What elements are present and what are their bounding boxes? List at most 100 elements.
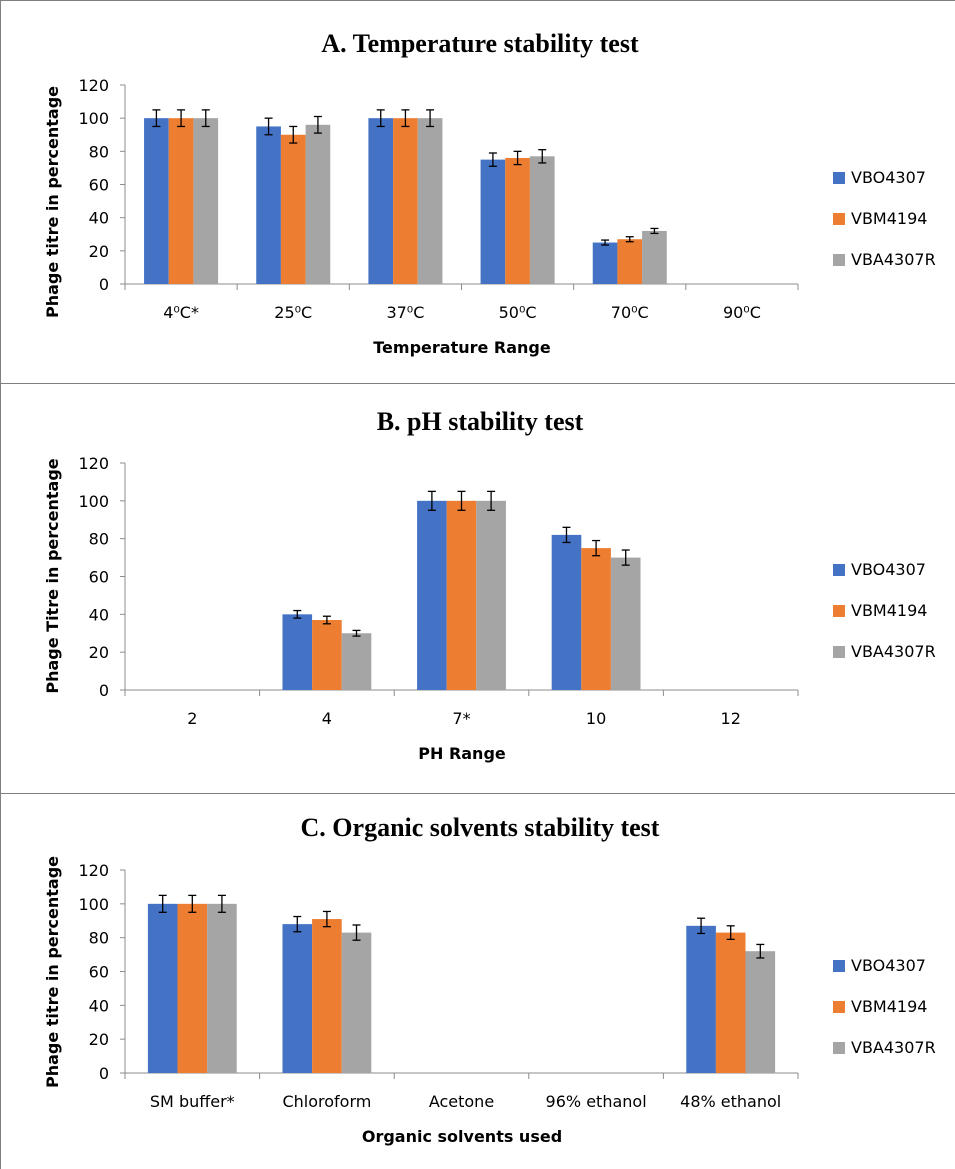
y-tick-label: 40: [89, 996, 109, 1015]
bar: [368, 118, 394, 285]
chart-title: A. Temperature stability test: [321, 29, 639, 58]
x-tick-label: 50⁰C: [499, 303, 537, 322]
bar: [256, 126, 281, 284]
y-tick-label: 0: [99, 1064, 109, 1083]
bar: [446, 500, 477, 690]
bar: [144, 118, 169, 285]
x-tick-label: 4: [322, 709, 332, 728]
x-tick-label: 48% ethanol: [680, 1092, 781, 1111]
bar: [207, 903, 237, 1073]
y-tick-label: 80: [89, 530, 109, 549]
x-tick-label: Acetone: [429, 1092, 494, 1111]
legend-swatch: [833, 646, 845, 658]
panel-temperature: A. Temperature stability test Phage titr…: [0, 0, 955, 384]
bar: [282, 924, 313, 1073]
y-tick-label: 60: [89, 176, 109, 195]
x-tick-label: 25⁰C: [274, 303, 312, 322]
bar: [610, 557, 641, 690]
panel-solvents: C. Organic solvents stability test Phage…: [0, 793, 955, 1169]
x-axis-label: PH Range: [418, 744, 506, 763]
bar: [341, 932, 372, 1073]
bar: [745, 951, 776, 1073]
plot-area: 0 20 40 60 80 100 120 SM buffer* Chloroform Aceto…: [78, 861, 799, 1111]
bar: [168, 118, 194, 285]
bar: [417, 118, 443, 285]
bar: [581, 548, 611, 690]
plot-area: 0 20 40 60 80 100 120 2 4 7* 10 12: [78, 454, 799, 728]
y-tick-label: 40: [89, 605, 109, 624]
legend-swatch: [833, 564, 845, 576]
bar: [505, 157, 530, 284]
bar: [480, 159, 506, 284]
bar: [476, 500, 506, 690]
legend: VBO4307 VBM4194 VBA4307R: [833, 560, 936, 661]
bar: [642, 230, 667, 284]
x-tick-label: 96% ethanol: [546, 1092, 647, 1111]
x-tick-label: 10: [586, 709, 606, 728]
x-tick-label: 37⁰C: [386, 303, 424, 322]
legend-label: VBM4194: [851, 997, 927, 1016]
legend-swatch: [833, 960, 845, 972]
bar: [551, 534, 582, 690]
bar: [592, 242, 618, 284]
y-tick-label: 100: [78, 109, 109, 128]
bar: [177, 903, 208, 1073]
x-tick-label: 12: [721, 709, 741, 728]
y-tick-label: 120: [78, 861, 109, 880]
bar: [305, 124, 331, 284]
y-tick-label: 120: [78, 454, 109, 473]
legend-label: VBA4307R: [851, 642, 936, 661]
y-tick-label: 100: [78, 492, 109, 511]
bar: [417, 500, 447, 690]
bar: [715, 932, 746, 1073]
x-tick-label: 70⁰C: [611, 303, 649, 322]
bar: [393, 118, 418, 285]
legend-swatch: [833, 172, 845, 184]
legend-swatch: [833, 605, 845, 617]
legend-label: VBO4307: [851, 956, 926, 975]
chart-title: C. Organic solvents stability test: [301, 813, 660, 842]
y-tick-label: 60: [89, 568, 109, 587]
bar: [147, 903, 178, 1073]
y-tick-label: 120: [78, 76, 109, 95]
y-tick-label: 40: [89, 209, 109, 228]
plot-area: 0 20 40 60 80 100 120 4⁰C* 25⁰C 37⁰C 50⁰C 70⁰C 90⁰C: [78, 76, 799, 322]
legend-label: VBO4307: [851, 560, 926, 579]
bar: [686, 925, 716, 1073]
y-axis-label: Phage titre in percentage: [43, 856, 62, 1088]
bar: [312, 919, 342, 1073]
x-tick-label: 2: [187, 709, 197, 728]
bar: [341, 633, 372, 690]
legend-label: VBA4307R: [851, 250, 936, 269]
y-tick-label: 80: [89, 929, 109, 948]
panel-frame: [0, 793, 955, 1169]
x-axis-label: Organic solvents used: [362, 1127, 562, 1146]
y-axis-label: Phage titre in percentage: [43, 86, 62, 318]
legend: VBO4307 VBM4194 VBA4307R: [833, 168, 936, 269]
legend-swatch: [833, 1001, 845, 1013]
x-tick-label: 4⁰C*: [163, 303, 199, 322]
chart-title: B. pH stability test: [377, 407, 584, 436]
legend-label: VBA4307R: [851, 1038, 936, 1057]
x-tick-label: 7*: [452, 709, 470, 728]
legend-swatch: [833, 254, 845, 266]
y-tick-label: 80: [89, 142, 109, 161]
y-tick-label: 0: [99, 275, 109, 294]
x-tick-label: SM buffer*: [150, 1092, 235, 1111]
bar: [529, 156, 555, 284]
legend-label: VBM4194: [851, 209, 927, 228]
x-tick-label: 90⁰C: [723, 303, 761, 322]
bar: [280, 134, 306, 284]
y-axis-label: Phage Titre in percentage: [43, 458, 62, 693]
legend: VBO4307 VBM4194 VBA4307R: [833, 956, 936, 1057]
bar: [312, 620, 342, 690]
y-tick-label: 20: [89, 1030, 109, 1049]
y-tick-label: 60: [89, 963, 109, 982]
x-tick-label: Chloroform: [282, 1092, 371, 1111]
x-axis-label: Temperature Range: [373, 338, 551, 357]
legend-swatch: [833, 1042, 845, 1054]
y-tick-label: 20: [89, 643, 109, 662]
legend-label: VBM4194: [851, 601, 927, 620]
y-tick-label: 0: [99, 681, 109, 700]
